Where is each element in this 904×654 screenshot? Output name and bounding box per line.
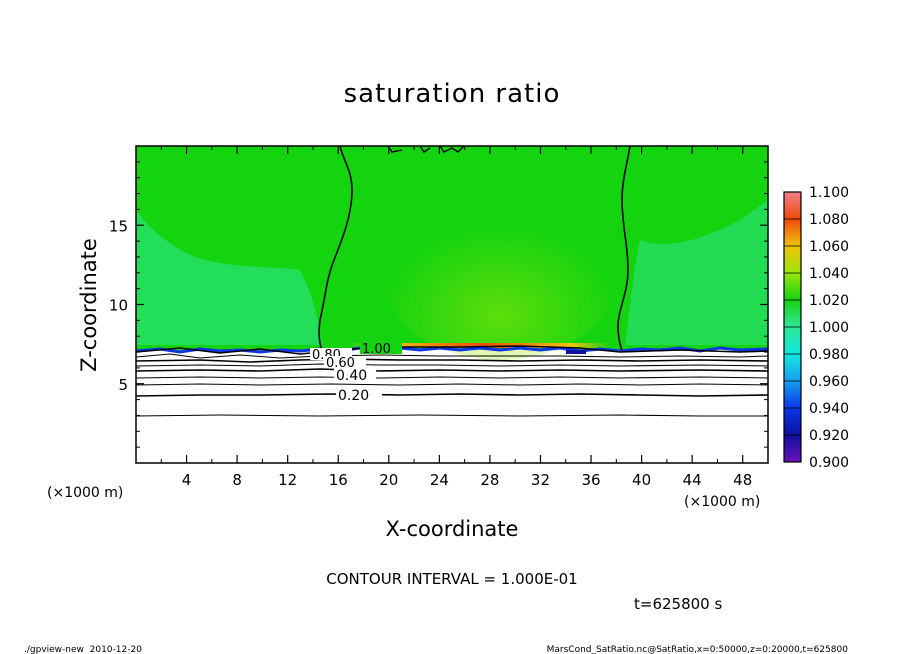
chart-title: saturation ratio [344,79,561,109]
contour-interval-text: CONTOUR INTERVAL = 1.000E-01 [326,570,577,588]
contour-label-0.40: 0.40 [336,368,367,384]
y-axis-label: Z-coordinate [77,238,101,372]
x-axis: 4 8 12 16 20 24 28 32 36 40 44 48 [160,146,752,489]
colorbar: 0.900 0.920 0.940 0.960 0.980 1.000 1.020 1.040… [783,185,849,471]
y-tick-label: 5 [118,376,128,394]
footer-left-note: ./gpview-new 2010-12-20 [24,645,142,654]
contour-front-left [318,146,353,351]
contour-label-0.60: 0.60 [326,356,355,371]
x-tick-label: 48 [733,471,752,489]
colorbar-label: 1.100 [809,185,849,201]
x-tick-label: 16 [329,471,348,489]
colorbar-segment [784,408,801,435]
colorbar-label: 0.940 [809,401,849,417]
x-tick-label: 24 [430,471,449,489]
y-axis: 5 10 15 [109,161,768,448]
colorbar-label: 1.040 [809,266,849,282]
colorbar-label: 0.920 [809,428,849,444]
x-tick-label: 32 [531,471,550,489]
colorbar-label: 1.060 [809,239,849,255]
x-tick-label: 12 [278,471,297,489]
colorbar-label: 0.980 [809,347,849,363]
contour-label-0.20: 0.20 [338,388,369,404]
x-units-right: (×1000 m) [684,494,760,510]
heatmap-field: 1.00 0.80 0.60 0.40 0.20 [136,146,768,463]
colorbar-segment [784,327,801,354]
colorbar-segment [784,192,801,219]
y-tick-label: 15 [109,217,128,235]
blue-spot [566,350,586,354]
colorbar-segment [784,381,801,408]
colorbar-label: 0.900 [809,455,849,471]
x-units-left: (×1000 m) [47,485,123,501]
contour-label-group: 1.00 0.80 0.60 0.40 0.20 [310,342,402,404]
colorbar-segment [784,354,801,381]
colorbar-segment [784,435,801,462]
contour-stack [136,345,768,417]
contour-label-1.00: 1.00 [362,342,391,357]
colorbar-segment [784,246,801,273]
x-tick-label: 8 [232,471,242,489]
x-tick-label: 4 [182,471,192,489]
field-plume [380,180,620,360]
x-tick-label: 20 [379,471,398,489]
footer-right-note: MarsCond_SatRatio.nc@SatRatio,x=0:50000,… [547,645,849,654]
x-tick-label: 40 [632,471,651,489]
colorbar-label: 0.960 [809,374,849,390]
x-tick-label: 36 [581,471,600,489]
colorbar-label: 1.000 [809,320,849,336]
x-tick-label: 44 [683,471,702,489]
field-right-patch [625,200,768,345]
colorbar-label: 1.080 [809,212,849,228]
supersaturated-layer [350,343,610,348]
x-axis-label: X-coordinate [386,517,519,541]
time-stamp: t=625800 s [634,595,722,613]
colorbar-segment [784,273,801,300]
colorbar-segment [784,300,801,327]
colorbar-segment [784,219,801,246]
field-left-patch [136,210,322,345]
x-tick-label: 28 [480,471,499,489]
contour-front-right [617,146,631,351]
y-tick-label: 10 [109,297,128,315]
colorbar-label: 1.020 [809,293,849,309]
